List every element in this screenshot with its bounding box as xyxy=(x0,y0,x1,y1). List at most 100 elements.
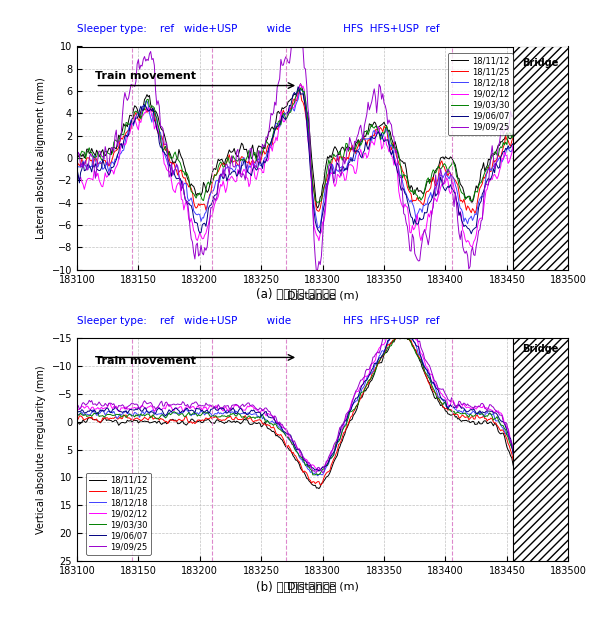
18/12/18 xyxy=(435,393,442,401)
19/06/07 xyxy=(320,463,327,471)
Text: Sleeper type:    ref   wide+USP         wide                HFS  HFS+USP  ref: Sleeper type: ref wide+USP wide HFS HFS+… xyxy=(77,316,440,326)
Line: 19/09/25: 19/09/25 xyxy=(77,317,568,574)
18/11/12 xyxy=(73,152,81,159)
Text: Train movement: Train movement xyxy=(95,71,197,81)
19/09/25 xyxy=(435,384,442,392)
Legend: 18/11/12, 18/11/25, 18/12/18, 19/02/12, 19/03/30, 19/06/07, 19/09/25: 18/11/12, 18/11/25, 18/12/18, 19/02/12, … xyxy=(86,472,151,555)
19/03/30 xyxy=(536,562,543,569)
19/03/30 xyxy=(387,342,394,350)
Y-axis label: Vertical absolute irregularity (mm): Vertical absolute irregularity (mm) xyxy=(36,365,46,534)
19/09/25 xyxy=(73,157,81,164)
Line: 19/02/12: 19/02/12 xyxy=(77,324,568,566)
18/11/12 xyxy=(435,397,442,404)
18/12/18 xyxy=(316,224,323,232)
19/09/25 xyxy=(389,131,396,139)
18/11/25 xyxy=(565,432,572,440)
19/03/30 xyxy=(297,84,304,92)
19/06/07 xyxy=(468,230,475,237)
18/12/18 xyxy=(73,411,81,418)
19/03/30 xyxy=(137,410,144,418)
18/11/12 xyxy=(342,426,349,433)
18/11/12 xyxy=(323,159,330,167)
19/02/12 xyxy=(342,414,349,422)
X-axis label: Distance (m): Distance (m) xyxy=(287,582,359,591)
18/11/25 xyxy=(342,425,349,433)
19/02/12 xyxy=(73,406,81,414)
19/06/07 xyxy=(435,386,442,394)
18/11/12 xyxy=(436,159,443,167)
19/09/25 xyxy=(345,146,352,154)
18/12/18 xyxy=(73,164,81,172)
18/12/18 xyxy=(250,163,258,170)
Text: (b) 수직방향 절대선형: (b) 수직방향 절대선형 xyxy=(256,581,336,594)
19/09/25 xyxy=(73,401,81,408)
18/11/12 xyxy=(320,477,327,485)
18/11/25 xyxy=(471,210,478,217)
19/02/12 xyxy=(137,402,144,410)
18/12/18 xyxy=(436,169,443,177)
18/11/12 xyxy=(389,138,396,145)
Line: 19/02/12: 19/02/12 xyxy=(77,84,568,247)
18/12/18 xyxy=(345,157,352,165)
18/12/18 xyxy=(297,86,304,93)
18/11/12 xyxy=(387,340,394,347)
18/11/25 xyxy=(73,417,81,424)
Text: (a) 수평방향 절대선형: (a) 수평방향 절대선형 xyxy=(256,288,336,301)
19/09/25 xyxy=(320,468,327,476)
19/09/25 xyxy=(436,177,443,184)
Line: 18/11/12: 18/11/12 xyxy=(77,333,568,589)
18/11/25 xyxy=(399,329,406,337)
18/11/12 xyxy=(535,585,542,593)
Bar xyxy=(513,338,568,561)
18/11/12 xyxy=(297,80,304,87)
Line: 19/09/25: 19/09/25 xyxy=(77,25,568,273)
19/06/07 xyxy=(399,326,406,334)
18/11/12 xyxy=(400,329,407,337)
19/03/30 xyxy=(389,141,396,149)
19/06/07 xyxy=(137,407,144,415)
18/11/12 xyxy=(250,149,258,157)
18/11/25 xyxy=(388,146,395,154)
19/02/12 xyxy=(565,422,572,430)
19/06/07 xyxy=(321,198,329,206)
18/11/25 xyxy=(320,474,327,481)
19/09/25 xyxy=(250,402,258,410)
Line: 18/11/12: 18/11/12 xyxy=(77,84,568,208)
19/03/30 xyxy=(250,149,258,156)
19/06/07 xyxy=(73,406,81,414)
19/09/25 xyxy=(565,167,572,174)
19/03/30 xyxy=(73,154,81,162)
X-axis label: Distance (m): Distance (m) xyxy=(287,290,359,300)
19/03/30 xyxy=(73,411,81,418)
19/02/12 xyxy=(73,171,81,179)
19/06/07 xyxy=(388,151,395,158)
19/09/25 xyxy=(535,570,542,577)
18/12/18 xyxy=(342,420,349,428)
19/09/25 xyxy=(313,269,320,277)
19/06/07 xyxy=(342,417,349,425)
18/11/25 xyxy=(250,158,258,166)
18/11/25 xyxy=(343,154,350,161)
19/02/12 xyxy=(137,119,144,126)
19/06/07 xyxy=(343,166,350,174)
Text: Bridge: Bridge xyxy=(523,58,559,68)
18/11/12 xyxy=(137,107,144,115)
19/09/25 xyxy=(323,181,330,188)
19/06/07 xyxy=(565,425,572,433)
18/11/25 xyxy=(137,417,144,425)
19/02/12 xyxy=(321,210,329,218)
18/11/25 xyxy=(535,580,542,588)
18/11/25 xyxy=(73,158,81,166)
Line: 19/06/07: 19/06/07 xyxy=(77,330,568,565)
19/02/12 xyxy=(565,165,572,172)
19/03/30 xyxy=(342,422,349,430)
18/11/25 xyxy=(435,394,442,402)
19/02/12 xyxy=(435,385,442,392)
19/03/30 xyxy=(323,170,330,177)
19/03/30 xyxy=(250,414,258,421)
18/11/12 xyxy=(314,204,321,211)
19/06/07 xyxy=(435,189,442,197)
19/03/30 xyxy=(565,425,572,432)
19/02/12 xyxy=(468,243,475,250)
19/06/07 xyxy=(137,102,144,110)
